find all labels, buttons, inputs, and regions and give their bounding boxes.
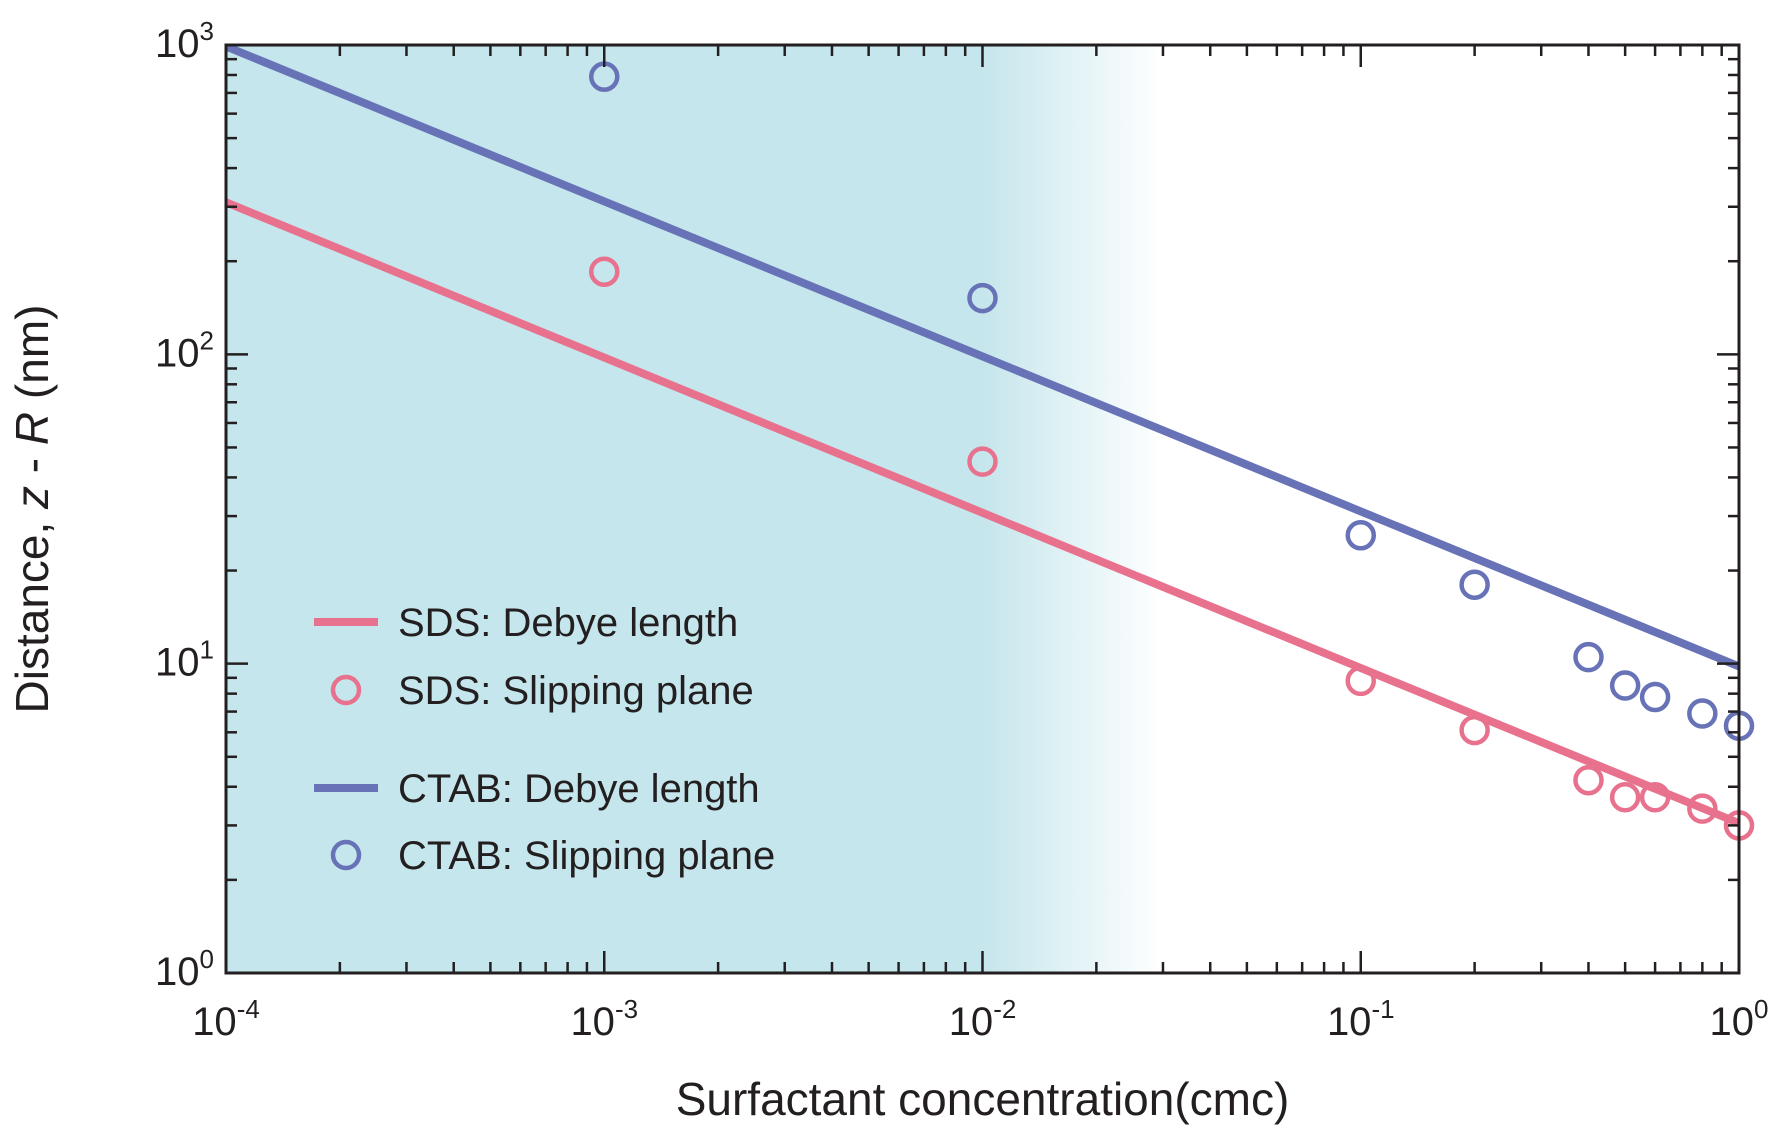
y-tick-label-exp: 3 xyxy=(200,16,214,46)
y-axis-title-minus: - xyxy=(6,445,58,486)
y-axis-title-prefix: Distance, xyxy=(6,509,58,714)
legend-label-text: : Debye length xyxy=(502,767,760,811)
x-tick-label-exp: -1 xyxy=(1371,994,1394,1024)
y-tick-label-base: 10 xyxy=(155,331,200,375)
plot-frame xyxy=(224,43,1741,975)
x-tick-label-base: 10 xyxy=(1327,1000,1372,1044)
x-tick-label: 10-1 xyxy=(1327,994,1395,1044)
x-tick-label: 10-4 xyxy=(192,994,260,1044)
x-tick-label-exp: 0 xyxy=(1754,994,1768,1024)
legend-marker-handle xyxy=(330,674,362,706)
data-point-3 xyxy=(1573,641,1604,673)
y-tick-label-base: 10 xyxy=(155,641,200,685)
data-point-3 xyxy=(1345,520,1376,551)
data-point-1 xyxy=(1459,714,1490,746)
x-tick-label-exp: -2 xyxy=(993,994,1016,1024)
data-point-3 xyxy=(1639,681,1671,713)
x-tick-label: 10-2 xyxy=(949,994,1017,1044)
legend-label-prefix: SDS xyxy=(398,669,480,713)
x-tick-label-exp: -3 xyxy=(615,994,638,1024)
shaded-region xyxy=(226,45,1163,973)
x-tick-label-base: 10 xyxy=(1710,1000,1755,1044)
x-tick-label-base: 10 xyxy=(570,1000,615,1044)
data-point-3 xyxy=(1687,698,1718,729)
data-point-1 xyxy=(589,256,620,287)
series-layer xyxy=(226,45,1739,827)
x-tick-label: 10-3 xyxy=(570,994,638,1044)
y-tick-label-exp: 2 xyxy=(200,325,214,355)
y-tick-label-base: 10 xyxy=(155,22,200,66)
x-tick-label-base: 10 xyxy=(192,1000,237,1044)
legend-label: CTAB: Slipping plane xyxy=(398,834,775,878)
y-tick-label: 103 xyxy=(155,16,214,66)
y-tick-label: 101 xyxy=(155,635,214,685)
x-tick-label-base: 10 xyxy=(949,1000,994,1044)
series-line-0 xyxy=(226,198,1739,827)
y-axis-title-var-z: z xyxy=(6,486,58,510)
data-point-3 xyxy=(1609,670,1641,701)
data-point-3 xyxy=(1459,569,1490,600)
legend-label-prefix: CTAB xyxy=(398,834,502,878)
data-point-3 xyxy=(967,282,998,314)
x-tick-label-exp: -4 xyxy=(237,994,260,1024)
y-tick-label-base: 10 xyxy=(155,950,200,994)
data-point-1 xyxy=(1573,764,1604,796)
x-axis-title: Surfactant concentration(cmc) xyxy=(676,1073,1290,1125)
data-point-1 xyxy=(1345,665,1376,697)
y-axis-title-var-r: R xyxy=(6,412,58,445)
y-axis-title-suffix: (nm) xyxy=(6,305,58,412)
legend-label: SDS: Debye length xyxy=(398,601,738,645)
data-point-1 xyxy=(1609,781,1641,813)
y-tick-label: 102 xyxy=(155,325,214,375)
legend-marker-handle xyxy=(330,839,362,871)
legend-label-text: : Slipping plane xyxy=(502,834,776,878)
y-axis-title: Distance, z - R (nm) xyxy=(6,305,58,714)
y-tick-label-exp: 0 xyxy=(200,944,214,974)
legend-label-prefix: CTAB xyxy=(398,767,502,811)
data-point-1 xyxy=(1687,793,1718,824)
data-point-1 xyxy=(967,446,998,477)
y-tick-label-exp: 1 xyxy=(200,635,214,665)
y-tick-label: 100 xyxy=(155,944,214,994)
series-line-2 xyxy=(226,45,1739,671)
legend-label: CTAB: Debye length xyxy=(398,767,760,811)
x-tick-label: 100 xyxy=(1710,994,1769,1044)
legend-label-text: : Debye length xyxy=(480,601,738,645)
legend-label-prefix: SDS xyxy=(398,601,480,645)
legend-label: SDS: Slipping plane xyxy=(398,669,754,713)
legend-label-text: : Slipping plane xyxy=(480,669,754,713)
data-point-1 xyxy=(1639,781,1671,813)
